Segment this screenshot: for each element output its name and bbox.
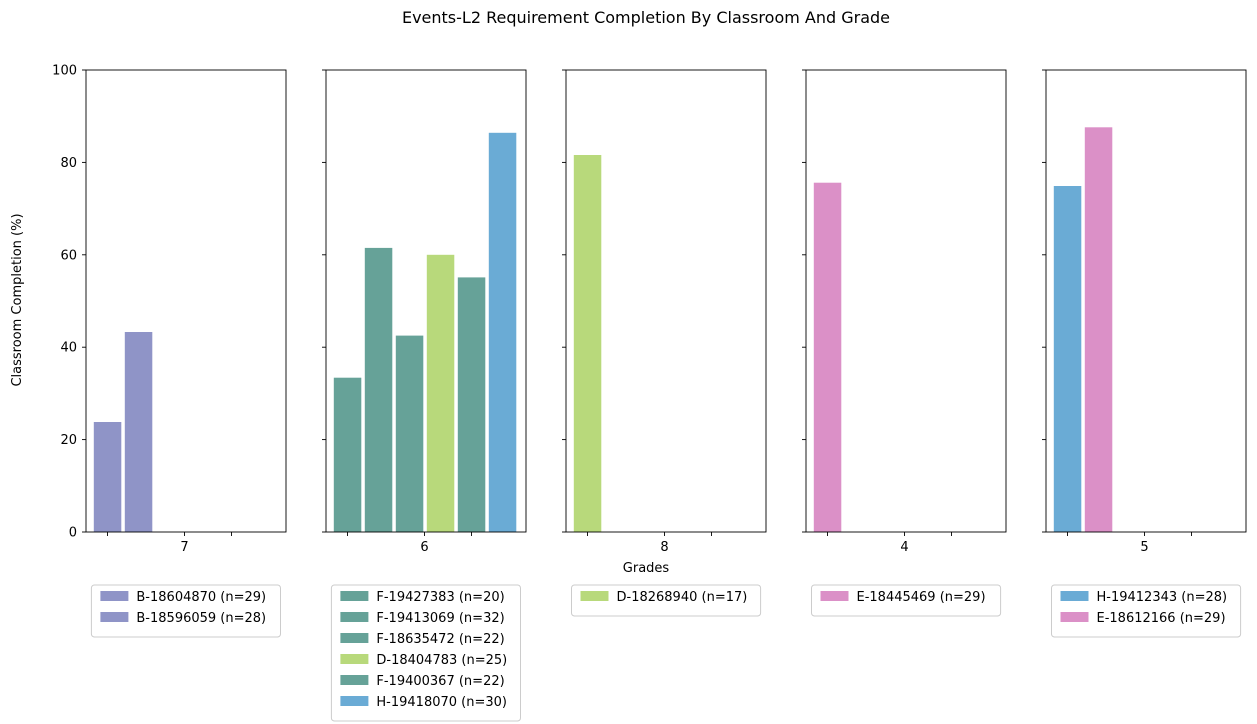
bar	[488, 132, 517, 533]
y-axis-label: Classroom Completion (%)	[10, 213, 25, 386]
legend-label: B-18604870 (n=29)	[136, 590, 266, 605]
panel-grade-8: 8 D-18268940 (n=17)	[562, 69, 767, 617]
panel-grade-5: 5 H-19412343 (n=28) E-18612166 (n=29)	[1042, 69, 1247, 638]
legend-swatch	[340, 591, 369, 601]
legend-label: F-19400367 (n=22)	[376, 674, 504, 689]
bar	[395, 335, 424, 532]
legend-swatch	[340, 633, 369, 643]
panel-frame	[565, 69, 767, 533]
legend-swatch	[340, 612, 369, 622]
legend-swatch	[340, 654, 369, 664]
legend-label: F-19427383 (n=20)	[376, 590, 504, 605]
legend: E-18445469 (n=29)	[811, 584, 1002, 617]
legend-box	[1051, 584, 1242, 638]
legend-label: B-18596059 (n=28)	[136, 611, 266, 626]
panel-grade-7: 0 20 40 60 80 100 7 B-18604870 (n=29) B-18596059…	[52, 64, 287, 638]
legend-label: E-18445469 (n=29)	[857, 590, 986, 605]
panel-grade-6: 6 F-19427383 (n=20) F-19413069 (n=32) F-186…	[322, 69, 527, 722]
y-tick-label: 100	[52, 64, 77, 79]
legend-swatch	[580, 591, 609, 601]
panel-grade-4: 4 E-18445469 (n=29)	[802, 69, 1007, 617]
legend-swatch	[100, 612, 129, 622]
bar	[93, 422, 122, 532]
legend-swatch	[1060, 591, 1089, 601]
x-tick-label: 6	[420, 540, 428, 555]
bar	[1053, 186, 1082, 532]
panel-frame	[805, 69, 1007, 533]
panel-frame	[325, 69, 527, 533]
legend-label: H-19418070 (n=30)	[376, 695, 507, 710]
legend-swatch	[340, 675, 369, 685]
bar	[1084, 127, 1113, 533]
y-tick-label: 80	[60, 156, 77, 171]
legend-box	[90, 584, 282, 638]
bar	[457, 277, 486, 532]
y-tick-label: 0	[69, 526, 77, 541]
legend: D-18268940 (n=17)	[571, 584, 762, 617]
legend-swatch	[820, 591, 849, 601]
legend-label: D-18268940 (n=17)	[617, 590, 748, 605]
legend-box	[330, 584, 521, 722]
bar	[573, 155, 602, 532]
legend-box	[571, 584, 762, 617]
legend: F-19427383 (n=20) F-19413069 (n=32) F-1863…	[330, 584, 521, 722]
x-tick-label: 4	[900, 540, 908, 555]
panel-frame	[1045, 69, 1247, 533]
y-tick-label: 40	[60, 341, 77, 356]
legend: H-19412343 (n=28) E-18612166 (n=29)	[1051, 584, 1242, 638]
legend: B-18604870 (n=29) B-18596059 (n=28)	[90, 584, 282, 638]
legend-label: F-18635472 (n=22)	[376, 632, 504, 647]
bar	[364, 247, 393, 532]
legend-label: H-19412343 (n=28)	[1097, 590, 1228, 605]
x-tick-label: 8	[660, 540, 668, 555]
chart-title: Events-L2 Requirement Completion By Clas…	[402, 8, 890, 27]
legend-box	[811, 584, 1002, 617]
legend-swatch	[100, 591, 129, 601]
legend-swatch	[340, 696, 369, 706]
legend-label: D-18404783 (n=25)	[376, 653, 507, 668]
bar	[333, 377, 362, 532]
legend-label: E-18612166 (n=29)	[1097, 611, 1226, 626]
y-tick-label: 60	[60, 248, 77, 263]
panel-frame	[85, 69, 287, 533]
x-tick-label: 5	[1140, 540, 1148, 555]
bar	[426, 254, 455, 533]
x-axis-label: Grades	[623, 561, 670, 576]
y-tick-label: 20	[60, 433, 77, 448]
bar	[124, 332, 153, 532]
panels: 0 20 40 60 80 100 7 B-18604870 (n=29) B-18596059…	[52, 64, 1247, 722]
x-tick-label: 7	[180, 540, 188, 555]
bar	[813, 182, 842, 532]
legend-swatch	[1060, 612, 1089, 622]
legend-label: F-19413069 (n=32)	[376, 611, 504, 626]
